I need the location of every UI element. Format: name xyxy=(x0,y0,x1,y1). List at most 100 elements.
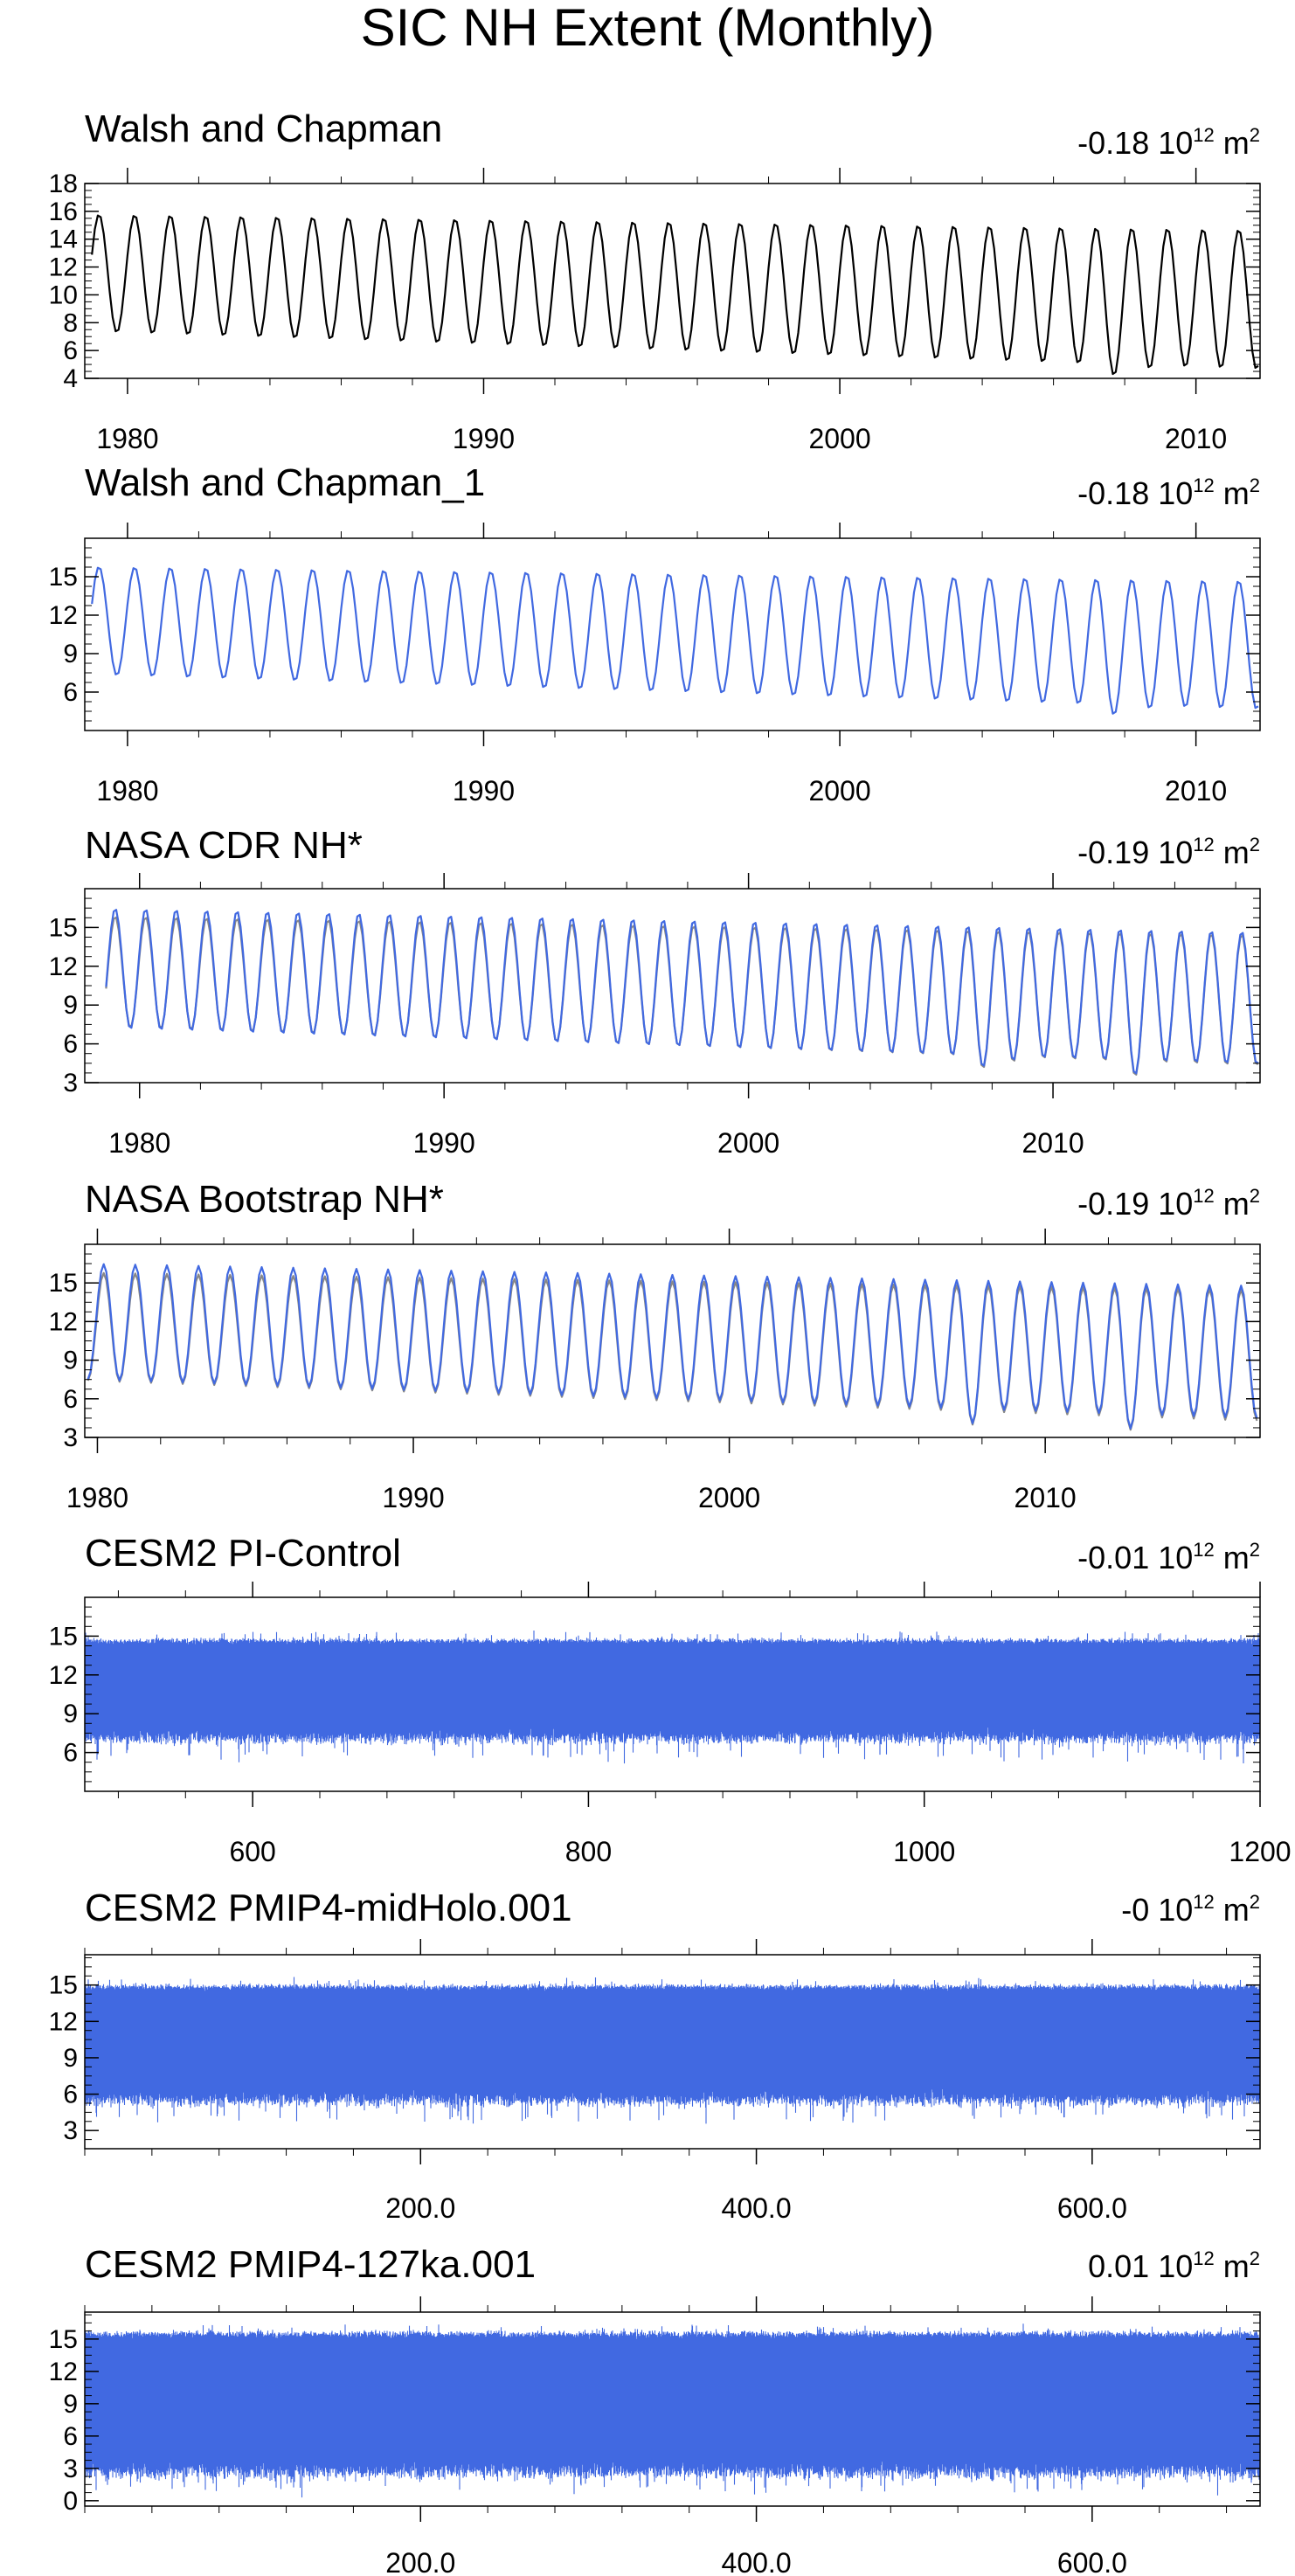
y-tick-label: 6 xyxy=(63,1030,78,1059)
x-tick-label: 1990 xyxy=(453,423,515,454)
trend-exponent: 12 xyxy=(1193,1891,1214,1913)
y-tick-label: 6 xyxy=(63,1739,78,1768)
series-group xyxy=(85,2323,1260,2498)
trend-label: -0.18 1012 m2 xyxy=(1077,474,1260,511)
plot-frame xyxy=(84,183,1261,379)
series-line-walsh-and-chapman xyxy=(91,214,1259,376)
y-tick-label: 10 xyxy=(49,280,78,309)
y-tick-label: 15 xyxy=(49,1971,78,2000)
y-tick-label: 9 xyxy=(63,640,78,668)
trend-part: -0.18 10 xyxy=(1077,125,1193,161)
trend-exponent: 12 xyxy=(1193,1185,1214,1207)
series-line-grey xyxy=(105,916,1259,1076)
x-tick-label: 1980 xyxy=(96,775,158,807)
trend-part: -0.19 10 xyxy=(1077,1186,1193,1222)
trend-part: 0.01 10 xyxy=(1088,2248,1193,2284)
x-tick-label: 400.0 xyxy=(722,2192,792,2224)
x-tick-label: 1990 xyxy=(413,1127,475,1159)
y-tick-label: 4 xyxy=(63,364,78,393)
series-band-midholo xyxy=(85,1977,1260,2124)
panel-title: CESM2 PMIP4-midHolo.001 xyxy=(85,1887,572,1929)
x-tick-label: 1990 xyxy=(382,1482,444,1513)
x-tick-label: 2010 xyxy=(1015,1482,1077,1513)
trend-label: -0.18 1012 m2 xyxy=(1077,124,1260,161)
trend-exponent: 2 xyxy=(1250,2247,1260,2269)
x-tick-label: 600.0 xyxy=(1057,2547,1127,2576)
y-tick-label: 6 xyxy=(63,1385,78,1414)
series-group xyxy=(91,566,1259,715)
series-line-blue xyxy=(105,909,1259,1075)
trend-exponent: 2 xyxy=(1250,474,1260,496)
trend-label: -0.19 1012 m2 xyxy=(1077,1185,1260,1222)
panel-p6: CESM2 PMIP4-midHolo.001 -0 1012 m23691215… xyxy=(49,1887,1261,2224)
trend-exponent: 2 xyxy=(1250,1185,1260,1207)
y-tick-label: 8 xyxy=(63,308,78,337)
y-tick-label: 12 xyxy=(49,601,78,630)
trend-part: -0.18 10 xyxy=(1077,475,1193,511)
plot-frame xyxy=(84,1243,1261,1438)
panel-p7: CESM2 PMIP4-127ka.001 0.01 1012 m20369121… xyxy=(49,2243,1261,2576)
plot-frame xyxy=(84,2311,1261,2507)
y-tick-label: 9 xyxy=(63,2044,78,2073)
x-tick-label: 1990 xyxy=(453,775,515,807)
x-tick-label: 200.0 xyxy=(385,2547,455,2576)
series-band-127ka xyxy=(85,2323,1260,2498)
trend-exponent: 12 xyxy=(1193,2247,1214,2269)
series-group xyxy=(105,909,1259,1076)
y-tick-label: 3 xyxy=(63,2455,78,2483)
trend-part: m xyxy=(1215,1540,1250,1575)
y-tick-label: 6 xyxy=(63,336,78,365)
y-tick-label: 6 xyxy=(63,2422,78,2451)
panel-p1: Walsh and Chapman -0.18 1012 m24681012141… xyxy=(49,107,1261,454)
x-tick-label: 1000 xyxy=(893,1836,955,1867)
y-tick-label: 12 xyxy=(49,253,78,282)
figure-title: SIC NH Extent (Monthly) xyxy=(361,0,935,57)
trend-exponent: 2 xyxy=(1250,124,1260,146)
x-tick-label: 1980 xyxy=(96,423,158,454)
trend-exponent: 12 xyxy=(1193,1539,1214,1561)
x-tick-label: 1200 xyxy=(1229,1836,1291,1867)
y-tick-label: 12 xyxy=(49,1661,78,1690)
y-tick-label: 9 xyxy=(63,2390,78,2419)
y-tick-label: 15 xyxy=(49,563,78,592)
trend-part: m xyxy=(1215,834,1250,870)
series-line-walsh-and-chapman_1 xyxy=(91,566,1259,715)
x-tick-label: 600.0 xyxy=(1057,2192,1127,2224)
y-tick-label: 15 xyxy=(49,1269,78,1298)
trend-label: -0 1012 m2 xyxy=(1121,1891,1260,1928)
x-tick-label: 2000 xyxy=(717,1127,779,1159)
y-tick-label: 9 xyxy=(63,991,78,1020)
trend-exponent: 2 xyxy=(1250,1539,1260,1561)
series-group xyxy=(87,1263,1258,1431)
panel-title: CESM2 PMIP4-127ka.001 xyxy=(85,2243,536,2286)
x-tick-label: 2000 xyxy=(808,423,870,454)
trend-label: -0.01 1012 m2 xyxy=(1077,1539,1260,1575)
x-tick-label: 2010 xyxy=(1165,775,1227,807)
trend-label: -0.19 1012 m2 xyxy=(1077,834,1260,870)
series-group xyxy=(85,1977,1260,2124)
y-tick-label: 15 xyxy=(49,913,78,942)
series-group xyxy=(91,214,1259,376)
trend-part: m xyxy=(1215,475,1250,511)
y-tick-label: 14 xyxy=(49,225,78,254)
trend-part: m xyxy=(1215,1186,1250,1222)
x-tick-label: 2010 xyxy=(1021,1127,1084,1159)
trend-exponent: 2 xyxy=(1250,1891,1260,1913)
panels: Walsh and Chapman -0.18 1012 m24681012141… xyxy=(49,107,1292,2576)
trend-part: m xyxy=(1215,2248,1250,2284)
x-tick-label: 800 xyxy=(565,1836,612,1867)
trend-part: m xyxy=(1215,1892,1250,1928)
y-tick-label: 3 xyxy=(63,1423,78,1452)
y-tick-label: 9 xyxy=(63,1347,78,1375)
series-line-grey xyxy=(87,1271,1258,1431)
y-tick-label: 12 xyxy=(49,2007,78,2036)
panel-title: Walsh and Chapman_1 xyxy=(85,461,485,504)
y-tick-label: 15 xyxy=(49,2325,78,2354)
x-tick-label: 1980 xyxy=(66,1482,128,1513)
trend-exponent: 2 xyxy=(1250,834,1260,855)
trend-part: m xyxy=(1215,125,1250,161)
y-tick-label: 3 xyxy=(63,1069,78,1098)
x-tick-label: 400.0 xyxy=(722,2547,792,2576)
